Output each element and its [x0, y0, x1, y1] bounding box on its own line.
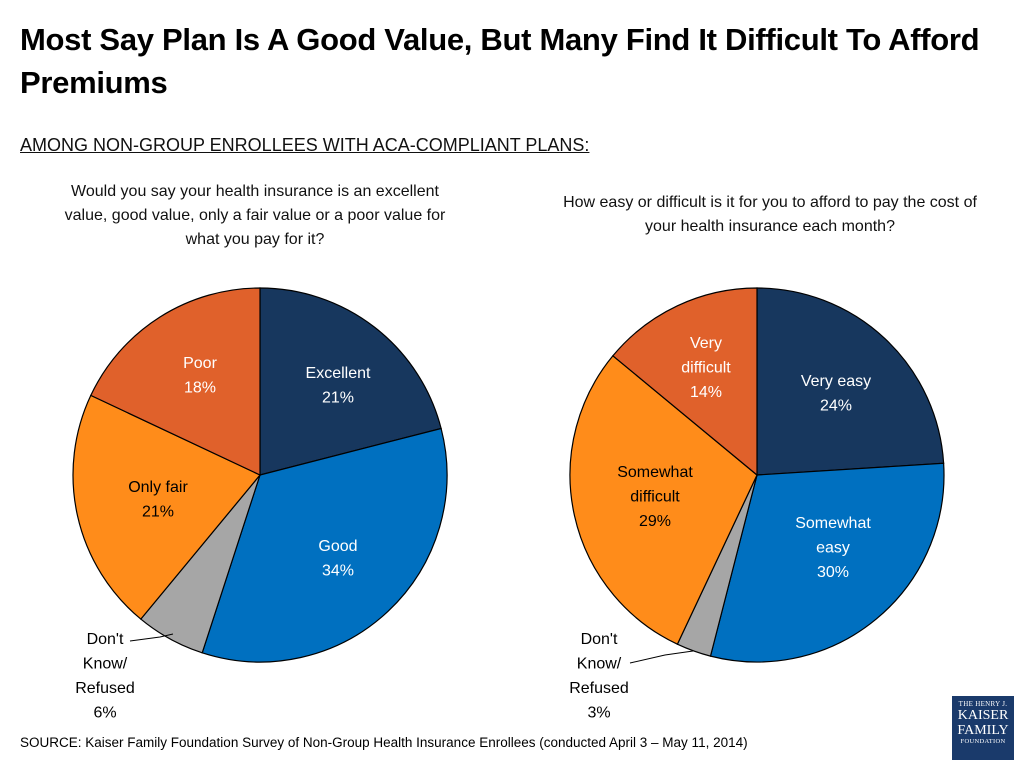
kff-logo: THE HENRY J. KAISER FAMILY FOUNDATION [952, 696, 1014, 760]
pie1-label-good: Good 34% [318, 538, 357, 580]
logo-line-2: KAISER [957, 708, 1009, 723]
pie-chart-2: Very easy 24% Somewhat easy 30% Don't Know/Ref… [569, 287, 945, 722]
pie1-slice-good [201, 427, 448, 663]
pie1-label-don-t-know-refused: Don't Know/Refused 6% [75, 631, 135, 722]
pie1-leader-line [129, 633, 174, 642]
logo-line-1: THE HENRY J. [958, 700, 1008, 708]
pie2-label-very-difficult: Very difficult 14% [681, 335, 731, 401]
chart-1-question: Would you say your health insurance is a… [64, 183, 446, 248]
pie1-label-excellent: Excellent 21% [306, 365, 371, 407]
pie2-slice-very-easy [756, 287, 945, 476]
page-subtitle: AMONG NON-GROUP ENROLLEES WITH ACA-COMPL… [20, 135, 590, 155]
logo-line-4: FOUNDATION [960, 738, 1006, 745]
pie2-label-don-t-know-refused: Don't Know/Refused 3% [569, 631, 629, 722]
pie2-leader-line [629, 650, 694, 664]
logo-line-3: FAMILY [957, 723, 1009, 738]
pie2-label-somewhat-difficult: Somewhat difficult 29% [617, 464, 693, 530]
pie2-label-somewhat-easy: Somewhat easy 30% [795, 515, 871, 581]
source-note: SOURCE: Kaiser Family Foundation Survey … [20, 735, 748, 750]
pie1-slice-poor [90, 287, 261, 476]
pie2-slice-somewhat-difficult [569, 354, 758, 645]
pie2-label-very-easy: Very easy 24% [801, 373, 871, 415]
chart-2-question: How easy or difficult is it for you to a… [563, 194, 977, 235]
page-title: Most Say Plan Is A Good Value, But Many … [20, 22, 980, 100]
pie2-slice-somewhat-easy [709, 462, 945, 663]
pie-chart-1: Excellent 21% Good 34% Don't Know/Refused 6% On… [72, 287, 448, 722]
pie1-slice-excellent [259, 287, 442, 476]
pie1-label-only-fair: Only fair 21% [128, 479, 188, 521]
pie2-slice-very-difficult [612, 287, 758, 477]
pie1-label-poor: Poor 18% [183, 355, 217, 397]
pie1-slice-only-fair [72, 394, 261, 620]
